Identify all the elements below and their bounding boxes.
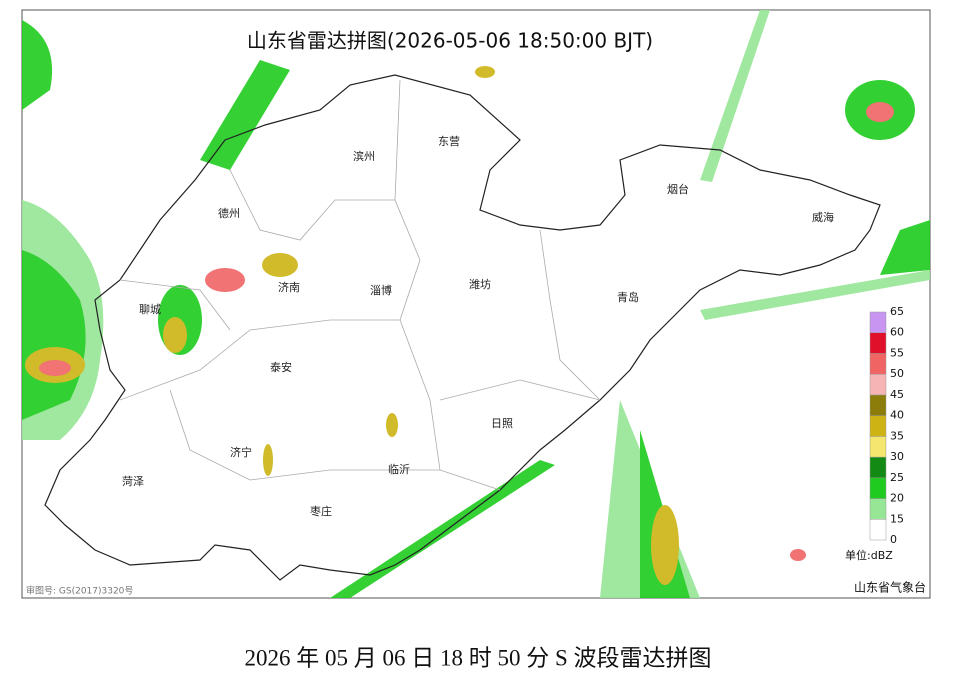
legend-tick-label: 25 (890, 471, 904, 484)
legend-tick-label: 35 (890, 429, 904, 442)
legend-tick-label: 30 (890, 450, 904, 463)
legend-tick-label: 45 (890, 388, 904, 401)
map-title: 山东省雷达拼图(2026-05-06 18:50:00 BJT) (247, 29, 653, 53)
radar-echoes (22, 10, 930, 598)
city-label: 淄博 (370, 284, 392, 297)
legend-tick-label: 20 (890, 492, 904, 505)
legend-swatch (869, 519, 887, 541)
legend-swatch (869, 373, 887, 396)
city-label: 聊城 (139, 302, 161, 316)
legend-swatch (869, 415, 887, 437)
legend-swatch (869, 436, 887, 458)
caption: 2026 年 05 月 06 日 18 时 50 分 S 波段雷达拼图 (244, 645, 711, 670)
credit: 山东省气象台 (854, 580, 926, 595)
city-label: 枣庄 (310, 504, 332, 518)
legend-tick-label: 15 (890, 512, 904, 525)
legend-swatch (869, 456, 887, 479)
city-label: 泰安 (270, 360, 292, 374)
city-label: 烟台 (667, 182, 689, 196)
city-label: 青岛 (617, 290, 639, 304)
city-label: 滨州 (353, 149, 375, 163)
city-label: 潍坊 (469, 277, 491, 291)
legend-tick-label: 60 (890, 326, 904, 339)
city-borders (119, 79, 601, 491)
city-label: 日照 (491, 417, 513, 430)
legend-unit: 单位:dBZ (845, 548, 893, 562)
legend-swatch (869, 311, 887, 333)
province-outline (44, 74, 881, 581)
legend-tick-label: 40 (890, 409, 904, 422)
city-label: 威海 (812, 210, 834, 224)
city-label: 菏泽 (122, 475, 144, 488)
legend-swatch (869, 477, 887, 499)
city-label: 济南 (278, 280, 300, 294)
legend-swatch (869, 353, 887, 375)
legend-tick-label: 50 (890, 367, 904, 380)
legend-tick-label: 55 (890, 346, 904, 359)
legend: 0 15 20 25 30 35 40 45 50 55 60 65 (869, 305, 904, 546)
legend-tick-label: 0 (890, 533, 897, 546)
city-label: 济宁 (230, 445, 252, 459)
legend-swatch (869, 498, 887, 520)
city-label: 东营 (438, 134, 460, 148)
approval-number: 审图号: GS(2017)3320号 (26, 585, 133, 597)
city-label: 德州 (218, 206, 240, 220)
legend-swatch (869, 332, 887, 354)
legend-swatch (869, 394, 887, 416)
legend-tick-label: 65 (890, 305, 904, 318)
city-label: 临沂 (388, 462, 410, 476)
